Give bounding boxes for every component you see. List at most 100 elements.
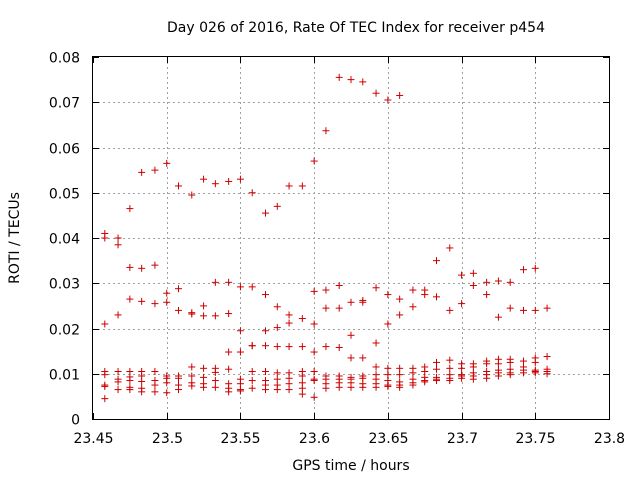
data-point (273, 343, 281, 351)
data-point (347, 383, 355, 391)
data-point (506, 278, 514, 286)
data-point (261, 209, 269, 217)
data-point (175, 306, 183, 314)
data-point (298, 372, 306, 380)
data-point (335, 344, 343, 352)
data-point (347, 354, 355, 362)
x-tick-label: 23.6 (299, 431, 330, 447)
data-point (200, 175, 208, 183)
axis-ticks (93, 57, 610, 420)
data-point (163, 389, 171, 397)
data-point (151, 261, 159, 269)
data-point (446, 377, 454, 385)
data-point (298, 182, 306, 190)
data-point (347, 331, 355, 339)
chart-title: Day 026 of 2016, Rate Of TEC Index for r… (167, 20, 545, 36)
data-point (396, 383, 404, 391)
data-point (519, 266, 527, 274)
data-point (446, 364, 454, 372)
data-point (506, 304, 514, 312)
data-point (188, 191, 196, 199)
data-point (225, 348, 233, 356)
data-point (506, 371, 514, 379)
data-point (261, 327, 269, 335)
data-point (211, 180, 219, 188)
data-point (138, 377, 146, 385)
data-point (483, 374, 491, 382)
data-points (101, 73, 551, 403)
data-point (396, 91, 404, 99)
y-tick-label: 0.03 (49, 277, 80, 293)
data-point (236, 387, 244, 395)
data-point (469, 269, 477, 277)
data-point (310, 348, 318, 356)
data-point (396, 371, 404, 379)
data-point (458, 364, 466, 372)
data-point (200, 373, 208, 381)
data-point (384, 320, 392, 328)
data-point (248, 377, 256, 385)
data-point (298, 390, 306, 398)
data-point (494, 360, 502, 368)
data-point (298, 384, 306, 392)
data-point (322, 127, 330, 135)
data-point (359, 383, 367, 391)
y-tick-label: 0.05 (49, 187, 80, 203)
data-point (175, 374, 183, 382)
data-point (433, 358, 441, 366)
data-point (543, 304, 551, 312)
data-point (225, 278, 233, 286)
data-point (409, 369, 417, 377)
data-point (433, 293, 441, 301)
x-tick-label: 23.55 (220, 431, 260, 447)
data-point (151, 381, 159, 389)
data-point (211, 377, 219, 385)
data-point (248, 342, 256, 350)
data-point (384, 371, 392, 379)
data-point (469, 375, 477, 383)
data-point (519, 357, 527, 365)
data-point (188, 363, 196, 371)
data-point (310, 320, 318, 328)
data-point (359, 78, 367, 86)
data-point (101, 382, 109, 390)
data-point (211, 312, 219, 320)
data-point (310, 377, 318, 385)
data-point (483, 360, 491, 368)
data-point (322, 343, 330, 351)
data-point (151, 166, 159, 174)
data-point (175, 182, 183, 190)
data-point (114, 386, 122, 394)
x-axis-label: GPS time / hours (292, 458, 409, 474)
data-point (273, 386, 281, 394)
data-point (163, 159, 171, 167)
data-point (200, 302, 208, 310)
data-point (421, 378, 429, 386)
data-point (384, 382, 392, 390)
data-point (236, 348, 244, 356)
data-point (543, 353, 551, 361)
data-point (384, 364, 392, 372)
data-point (175, 285, 183, 293)
data-point (101, 234, 109, 242)
data-point (273, 324, 281, 332)
data-point (126, 295, 134, 303)
data-point (446, 356, 454, 364)
data-point (188, 310, 196, 318)
x-tick-label: 23.5 (152, 431, 183, 447)
data-point (273, 202, 281, 210)
data-point (248, 189, 256, 197)
data-point (285, 386, 293, 394)
data-point (469, 363, 477, 371)
data-point (248, 283, 256, 291)
data-point (138, 297, 146, 305)
data-point (322, 304, 330, 312)
data-point (114, 241, 122, 249)
data-point (236, 380, 244, 388)
data-point (188, 372, 196, 380)
data-point (483, 278, 491, 286)
x-tick-label: 23.8 (594, 431, 625, 447)
data-point (163, 379, 171, 387)
data-point (494, 277, 502, 285)
y-tick-label: 0 (71, 413, 80, 429)
